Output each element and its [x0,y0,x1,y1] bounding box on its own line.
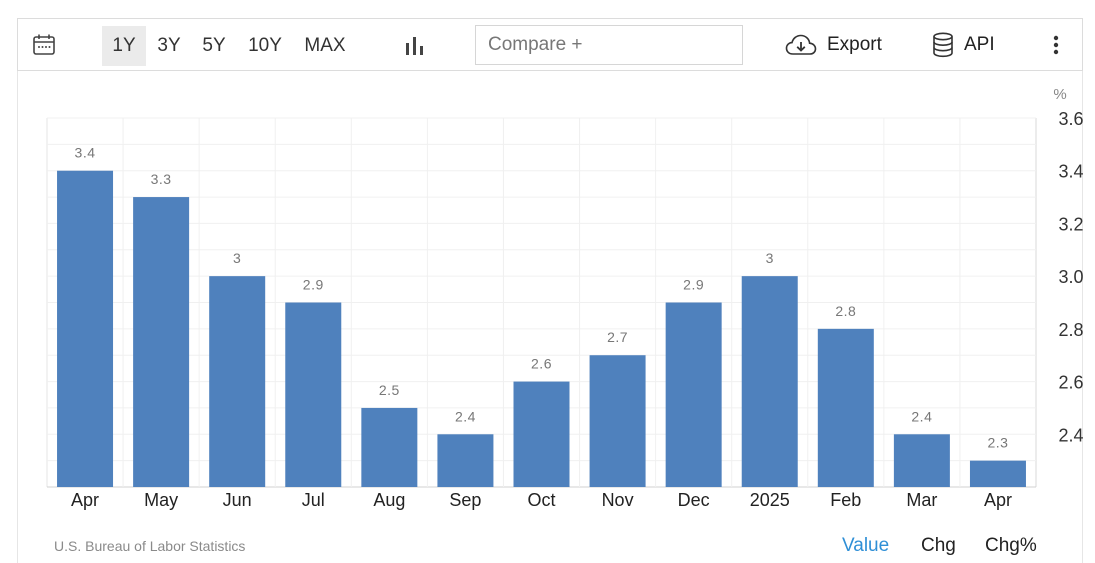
bar[interactable] [361,407,418,487]
chart-toolbar: 1Y 3Y 5Y 10Y MAX Export [17,18,1083,71]
y-tick-label: 2.4 [1058,425,1083,445]
x-tick-label: Oct [527,490,555,510]
compare-input[interactable] [475,25,743,65]
bar-data-label: 3.4 [75,145,96,161]
bar-chart-icon[interactable] [404,19,426,70]
bar[interactable] [893,434,950,487]
y-tick-label: 2.6 [1058,373,1083,393]
bar-data-label: 2.4 [911,408,932,424]
chart-frame [17,18,1083,563]
range-10y-button[interactable]: 10Y [248,35,282,56]
source-attribution: U.S. Bureau of Labor Statistics [54,538,246,554]
bar[interactable] [513,381,570,487]
database-icon [932,31,954,58]
bar-data-label: 2.4 [455,408,476,424]
bar-data-label: 2.7 [607,329,628,345]
bar-data-label: 3.3 [151,171,172,187]
bar-data-label: 2.8 [835,303,856,319]
bar-data-label: 2.6 [531,356,552,372]
bar[interactable] [57,170,114,487]
y-tick-label: 2.8 [1058,320,1083,340]
bar-data-label: 2.3 [987,435,1008,451]
range-3y-button[interactable]: 3Y [157,35,181,56]
api-button[interactable]: API [932,19,995,70]
api-label: API [964,33,995,55]
export-label: Export [827,33,882,55]
bar-data-label: 2.5 [379,382,400,398]
y-tick-label: 3.6 [1058,109,1083,129]
bar[interactable] [969,460,1026,487]
export-button[interactable]: Export [785,19,882,70]
tab-chg-percent[interactable]: Chg% [985,535,1037,556]
bar-data-label: 2.9 [303,277,324,293]
x-tick-label: Feb [830,490,861,510]
bar-data-label: 3 [233,250,241,266]
bar-data-label: 2.9 [683,277,704,293]
x-tick-label: Apr [984,490,1012,510]
x-tick-label: May [144,490,178,510]
range-1y-button[interactable]: 1Y [102,26,146,66]
tab-value[interactable]: Value [842,535,890,556]
x-tick-label: 2025 [750,490,790,510]
y-tick-label: 3.0 [1058,267,1083,287]
x-tick-label: Dec [678,490,710,510]
y-tick-label: 3.2 [1058,214,1083,234]
x-tick-label: Apr [71,490,99,510]
bar[interactable] [817,328,874,487]
bar[interactable] [741,276,798,487]
range-max-button[interactable]: MAX [304,35,346,56]
calendar-icon[interactable] [32,19,56,70]
y-axis-unit: % [1053,86,1066,103]
x-tick-label: Aug [373,490,405,510]
bar[interactable] [285,302,342,488]
x-tick-label: Jun [223,490,252,510]
cloud-download-icon [785,34,817,56]
x-tick-label: Mar [906,490,937,510]
range-5y-button[interactable]: 5Y [202,35,226,56]
bar[interactable] [665,302,722,488]
x-tick-label: Sep [449,490,481,510]
bar[interactable] [589,355,646,487]
bar[interactable] [209,276,266,487]
x-tick-label: Jul [302,490,325,510]
bar-data-label: 3 [766,250,774,266]
bar[interactable] [437,434,494,487]
y-tick-label: 3.4 [1058,162,1083,182]
x-tick-label: Nov [602,490,634,510]
vertical-ellipsis-icon[interactable] [1052,19,1060,70]
tab-chg[interactable]: Chg [921,535,956,556]
bar[interactable] [133,197,190,488]
